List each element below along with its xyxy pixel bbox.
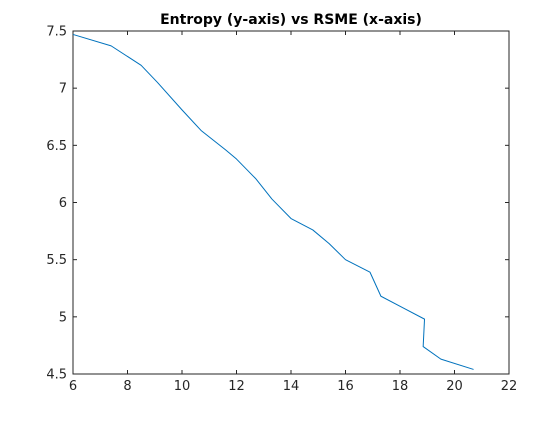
y-tick-label: 6.5: [46, 139, 67, 154]
x-tick-label: 22: [501, 379, 518, 394]
y-axis: 4.5 5 5.5 6 6.5 7 7.5: [46, 25, 509, 383]
x-tick-label: 12: [228, 379, 245, 394]
y-tick-label: 6: [59, 196, 67, 211]
x-tick-label: 10: [174, 379, 191, 394]
y-tick-label: 4.5: [46, 368, 67, 383]
series-layer: [72, 33, 474, 370]
x-tick-label: 14: [283, 379, 300, 394]
x-tick-label: 8: [123, 379, 131, 394]
y-tick-label: 5.5: [46, 253, 67, 268]
x-tick-label: 6: [69, 379, 77, 394]
x-tick-label: 16: [337, 379, 354, 394]
chart-title: Entropy (y-axis) vs RSME (x-axis): [160, 12, 422, 28]
y-tick-label: 7.5: [46, 25, 67, 40]
y-tick-label: 7: [59, 82, 67, 97]
y-tick-label: 5: [59, 310, 67, 325]
series-line: [72, 33, 474, 370]
x-axis: 6 8 10 12 14 16 18 20 22: [69, 31, 517, 394]
plot-area: [72, 30, 510, 375]
x-tick-label: 18: [392, 379, 409, 394]
x-tick-label: 20: [446, 379, 463, 394]
